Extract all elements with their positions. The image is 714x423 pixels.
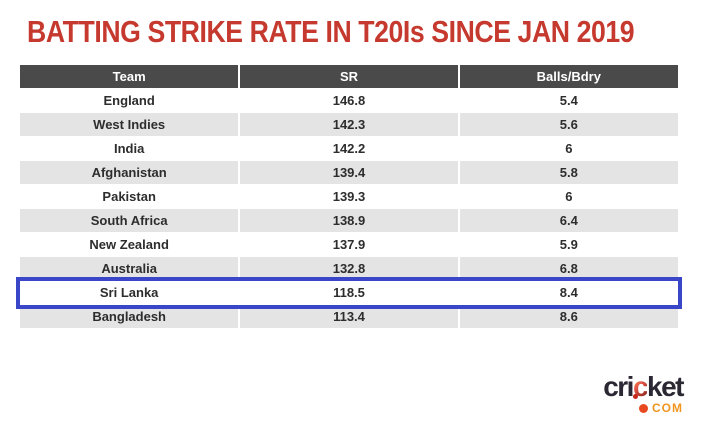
col-header-balls-bdry: Balls/Bdry [458,65,678,89]
table-header-row: Team SR Balls/Bdry [20,65,678,89]
table-row: Afghanistan 139.4 5.8 [20,160,678,185]
table-row: Australia 132.8 6.8 [20,256,678,281]
sr-cell: 113.4 [239,304,460,329]
table-row: South Africa 138.9 6.4 [20,208,678,233]
balls-bdry-cell: 5.8 [458,160,678,185]
table-row: New Zealand 137.9 5.9 [20,232,678,257]
cricket-ball-icon: c [632,371,649,402]
team-cell: Bangladesh [20,304,241,329]
team-cell: Pakistan [20,184,241,209]
balls-bdry-cell: 6 [458,184,678,209]
team-cell: India [20,136,241,161]
logo-word-start: cri [603,371,634,402]
sr-cell: 139.3 [239,184,460,209]
sr-cell: 118.5 [239,280,460,305]
sr-cell: 146.8 [239,88,460,113]
logo-word-end: ket [647,371,684,402]
stats-table: Team SR Balls/Bdry England 146.8 5.4 West I… [16,65,682,329]
table-row: West Indies 142.3 5.6 [20,112,678,137]
team-cell: New Zealand [20,232,241,257]
table-row: India 142.2 6 [20,136,678,161]
table-body: England 146.8 5.4 West Indies 142.3 5.6 India 1… [16,88,682,329]
cricket-com-logo: cricket COM [603,371,684,416]
logo-tld-text: COM [652,401,683,415]
table-header: Team SR Balls/Bdry [20,65,678,89]
sr-cell: 138.9 [239,208,460,233]
sr-cell: 142.3 [239,112,460,137]
col-header-team: Team [20,65,241,89]
sr-cell: 139.4 [239,160,460,185]
col-header-sr: SR [239,65,460,89]
logo-tld: COM [603,401,683,415]
logo-dot-icon [639,403,648,413]
sr-cell: 142.2 [239,136,460,161]
sr-cell: 132.8 [239,256,460,281]
balls-bdry-cell: 6.4 [458,208,678,233]
table-row: Bangladesh 113.4 8.6 [20,304,678,329]
table-row: Pakistan 139.3 6 [20,184,678,209]
balls-bdry-cell: 5.9 [458,232,678,257]
logo-wordmark: cricket [603,371,684,402]
balls-bdry-cell: 6 [458,136,678,161]
team-cell: Australia [20,256,241,281]
balls-bdry-cell: 5.4 [458,88,678,113]
balls-bdry-cell: 5.6 [458,112,678,137]
balls-bdry-cell: 8.4 [458,280,678,305]
team-cell: West Indies [20,112,241,137]
sr-cell: 137.9 [239,232,460,257]
balls-bdry-cell: 8.6 [458,304,678,329]
team-cell: South Africa [20,208,241,233]
team-cell: Afghanistan [20,160,241,185]
table-row: Sri Lanka 118.5 8.4 [16,276,682,309]
team-cell: England [20,88,241,113]
balls-bdry-cell: 6.8 [458,256,678,281]
page-title: BATTING STRIKE RATE IN T20Is SINCE JAN 2… [27,14,635,49]
table-row: England 146.8 5.4 [20,88,678,113]
team-cell: Sri Lanka [20,280,241,305]
